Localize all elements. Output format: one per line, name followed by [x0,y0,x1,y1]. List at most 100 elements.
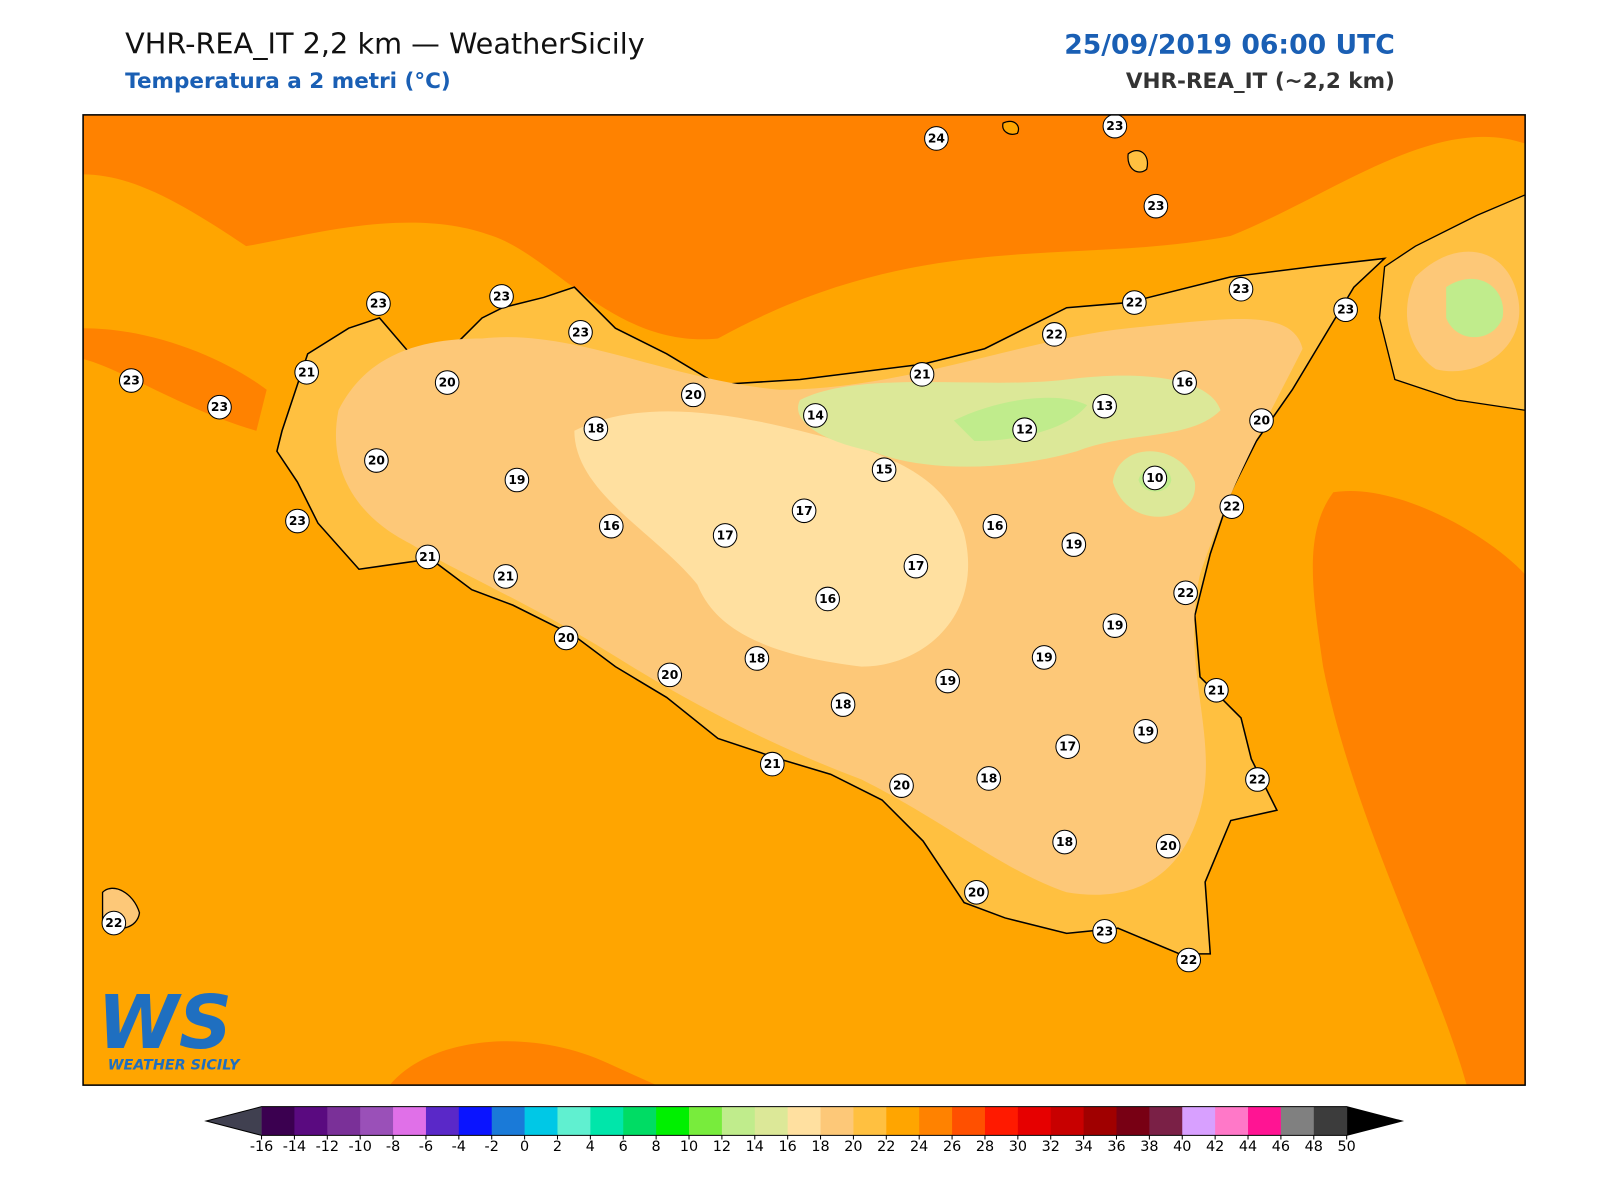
subtitle: Temperatura a 2 metri (°C) [125,69,451,94]
station-marker [118,368,144,393]
colorbar-bin [984,1106,1019,1136]
colorbar-bin [1313,1106,1348,1136]
station-marker [553,625,579,651]
colorbar-bin [491,1106,526,1136]
colorbar-tick-label: 38 [1140,1139,1158,1155]
datetime: 25/09/2019 06:00 UTC [1064,29,1395,60]
station-value: 22 [1223,500,1240,514]
station-value: 16 [819,592,836,606]
station-value: 23 [211,400,228,414]
colorbar-tick-label: 40 [1173,1139,1191,1155]
colorbar-tick-label: 28 [976,1139,994,1155]
station-marker [1061,532,1087,557]
station-value: 23 [289,514,306,528]
station-value: 20 [1253,414,1270,428]
station-value: 20 [893,779,910,793]
station-marker [1228,276,1254,302]
station-value: 23 [493,289,510,303]
colorbar-tick-label: 24 [910,1139,928,1155]
station-value: 23 [572,325,589,339]
colorbar-bin [393,1106,427,1136]
colorbar-tick-label: 16 [779,1139,797,1155]
colorbar-tick-label: 46 [1272,1139,1290,1155]
colorbar-tick-label: -6 [419,1139,433,1155]
colorbar-tick-label: -10 [348,1139,371,1155]
station-value: 22 [1177,586,1194,600]
station-marker [903,553,929,579]
station-marker [207,394,232,420]
station-value: 12 [1016,423,1033,437]
colorbar-tick-label: -16 [250,1139,273,1155]
colorbar-tick-label: -8 [386,1139,400,1155]
station-value: 22 [1046,327,1063,341]
colorbar-tick-label: 14 [746,1139,764,1155]
title: VHR-REA_IT 2,2 km — WeatherSicily [125,26,645,60]
station-marker [1092,918,1117,944]
colorbar-tick-label: -12 [316,1139,339,1155]
station-marker [1012,417,1037,443]
colorbar-bin [1017,1106,1052,1136]
station-value: 23 [1096,924,1113,938]
station-marker [1102,613,1128,638]
station-value: 20 [439,376,456,390]
station-value: 19 [1065,538,1082,552]
colorbar-bin [557,1106,591,1136]
island [1127,150,1149,173]
colorbar-tick-label: 36 [1107,1139,1125,1155]
stations: 24 23 23 23 23 23 22 23 23 22 21 20 23 23 20 21 16 13 14 18… [101,114,1358,973]
station-value: 23 [1106,119,1123,133]
station-marker [1055,734,1080,759]
station-value: 16 [986,519,1003,533]
colorbar-tick-label: 18 [811,1139,829,1155]
station-marker [101,910,127,936]
station-value: 21 [419,550,436,564]
station-marker [568,319,593,345]
station-marker [1122,290,1147,315]
station-value: 17 [907,559,924,573]
colorbar-bin [294,1106,328,1136]
station-marker [598,513,624,539]
station-value: 21 [1208,683,1225,697]
logo-text: WEATHER SICILY [108,1058,241,1074]
colorbar-bin [524,1106,558,1136]
colorbar-bin [425,1106,460,1136]
colorbar-bin [721,1106,756,1136]
station-marker [364,448,389,473]
station-value: 20 [558,631,575,645]
station-marker [1219,494,1245,519]
colorbar-bin [590,1106,624,1136]
station-value: 21 [764,757,781,771]
station-value: 17 [796,504,813,518]
colorbar-over [1346,1106,1403,1136]
station-value: 19 [1106,619,1123,633]
station-marker [1052,829,1077,855]
station-marker [366,291,391,316]
colorbar-tick-label: 0 [520,1139,529,1155]
station-value: 23 [1232,282,1249,296]
station-value: 17 [717,528,734,542]
colorbar-tick-label: 22 [877,1139,895,1155]
colorbar-bin [360,1106,394,1136]
station-value: 17 [1059,740,1076,754]
colorbar-bin [656,1106,690,1136]
station-value: 21 [913,367,930,381]
station-marker [489,284,514,309]
calabria-hills [1446,278,1504,338]
station-marker [434,370,460,395]
station-value: 22 [105,916,122,930]
station-marker [935,668,960,694]
colorbar-bin [1182,1106,1216,1136]
station-marker [1142,465,1168,491]
station-marker [294,359,319,385]
station-marker [982,513,1008,539]
station-value: 14 [807,408,824,422]
station-marker [1173,580,1198,606]
colorbar-bin [689,1106,723,1136]
station-marker [871,457,897,483]
station-marker [1143,193,1169,219]
station-marker [830,692,856,717]
station-value: 23 [1147,199,1164,213]
colorbar-tick-label: 20 [844,1139,862,1155]
